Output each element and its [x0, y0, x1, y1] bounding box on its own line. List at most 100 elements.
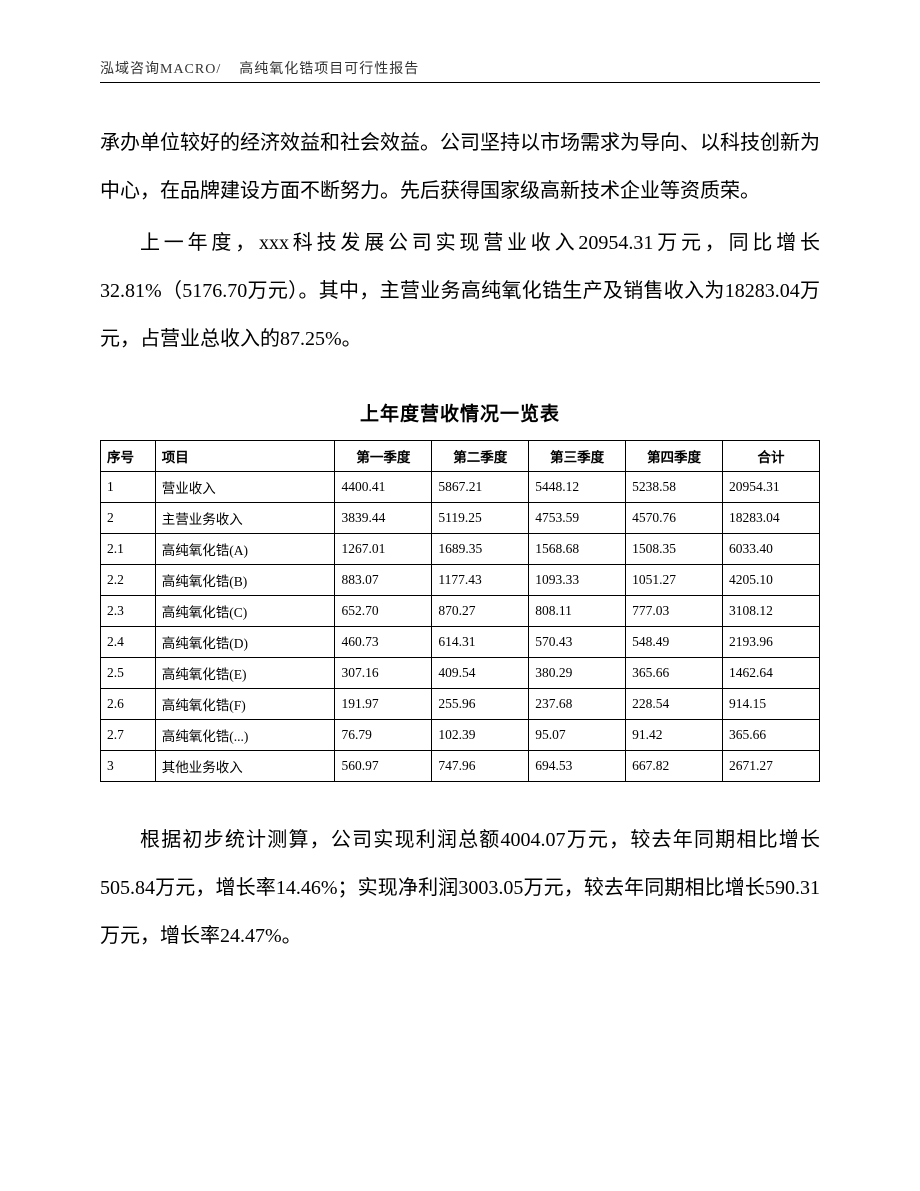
revenue-table: 序号 项目 第一季度 第二季度 第三季度 第四季度 合计 1营业收入4400.4… [100, 440, 820, 782]
cell-total: 2193.96 [723, 627, 820, 658]
cell-seq: 2.7 [101, 720, 156, 751]
cell-q4: 1051.27 [626, 565, 723, 596]
table-row: 2.6高纯氧化锆(F)191.97255.96237.68228.54914.1… [101, 689, 820, 720]
cell-q3: 1568.68 [529, 534, 626, 565]
table-row: 2.2高纯氧化锆(B)883.071177.431093.331051.2742… [101, 565, 820, 596]
cell-seq: 2.2 [101, 565, 156, 596]
cell-q2: 409.54 [432, 658, 529, 689]
table-row: 3其他业务收入560.97747.96694.53667.822671.27 [101, 751, 820, 782]
cell-q3: 4753.59 [529, 503, 626, 534]
cell-q3: 5448.12 [529, 472, 626, 503]
table-title: 上年度营收情况一览表 [100, 399, 820, 426]
cell-item: 高纯氧化锆(E) [155, 658, 335, 689]
cell-seq: 2.1 [101, 534, 156, 565]
cell-q3: 808.11 [529, 596, 626, 627]
cell-q1: 307.16 [335, 658, 432, 689]
cell-seq: 2.4 [101, 627, 156, 658]
header-rule [100, 82, 820, 83]
page-header: 泓域咨询MACRO/ 高纯氧化锆项目可行性报告 [100, 58, 820, 78]
cell-q4: 228.54 [626, 689, 723, 720]
cell-q2: 747.96 [432, 751, 529, 782]
cell-q2: 614.31 [432, 627, 529, 658]
cell-q4: 548.49 [626, 627, 723, 658]
table-row: 2.4高纯氧化锆(D)460.73614.31570.43548.492193.… [101, 627, 820, 658]
cell-q1: 191.97 [335, 689, 432, 720]
cell-total: 2671.27 [723, 751, 820, 782]
cell-q4: 5238.58 [626, 472, 723, 503]
table-row: 2.5高纯氧化锆(E)307.16409.54380.29365.661462.… [101, 658, 820, 689]
col-q3: 第三季度 [529, 441, 626, 472]
table-head: 序号 项目 第一季度 第二季度 第三季度 第四季度 合计 [101, 441, 820, 472]
cell-item: 高纯氧化锆(B) [155, 565, 335, 596]
cell-q4: 4570.76 [626, 503, 723, 534]
cell-item: 高纯氧化锆(D) [155, 627, 335, 658]
cell-item: 高纯氧化锆(C) [155, 596, 335, 627]
cell-item: 营业收入 [155, 472, 335, 503]
col-seq: 序号 [101, 441, 156, 472]
cell-seq: 2 [101, 503, 156, 534]
cell-q4: 1508.35 [626, 534, 723, 565]
col-q1: 第一季度 [335, 441, 432, 472]
cell-total: 914.15 [723, 689, 820, 720]
cell-q4: 91.42 [626, 720, 723, 751]
cell-q3: 1093.33 [529, 565, 626, 596]
cell-q4: 365.66 [626, 658, 723, 689]
cell-q2: 1689.35 [432, 534, 529, 565]
cell-q3: 95.07 [529, 720, 626, 751]
cell-q3: 570.43 [529, 627, 626, 658]
cell-seq: 2.6 [101, 689, 156, 720]
cell-total: 1462.64 [723, 658, 820, 689]
table-header-row: 序号 项目 第一季度 第二季度 第三季度 第四季度 合计 [101, 441, 820, 472]
document-page: 泓域咨询MACRO/ 高纯氧化锆项目可行性报告 承办单位较好的经济效益和社会效益… [0, 0, 920, 1191]
cell-total: 3108.12 [723, 596, 820, 627]
cell-seq: 2.3 [101, 596, 156, 627]
cell-q1: 883.07 [335, 565, 432, 596]
table-row: 1营业收入4400.415867.215448.125238.5820954.3… [101, 472, 820, 503]
header-left: 泓域咨询MACRO/ [100, 62, 221, 77]
cell-q2: 1177.43 [432, 565, 529, 596]
cell-q4: 667.82 [626, 751, 723, 782]
cell-q2: 5867.21 [432, 472, 529, 503]
col-q4: 第四季度 [626, 441, 723, 472]
cell-item: 高纯氧化锆(...) [155, 720, 335, 751]
cell-total: 365.66 [723, 720, 820, 751]
paragraph-2: 上一年度，xxx科技发展公司实现营业收入20954.31万元，同比增长32.81… [100, 219, 820, 363]
paragraph-1: 承办单位较好的经济效益和社会效益。公司坚持以市场需求为导向、以科技创新为中心，在… [100, 119, 820, 215]
cell-q2: 102.39 [432, 720, 529, 751]
cell-total: 6033.40 [723, 534, 820, 565]
cell-item: 高纯氧化锆(F) [155, 689, 335, 720]
cell-item: 其他业务收入 [155, 751, 335, 782]
col-total: 合计 [723, 441, 820, 472]
cell-q1: 1267.01 [335, 534, 432, 565]
cell-q1: 460.73 [335, 627, 432, 658]
cell-total: 18283.04 [723, 503, 820, 534]
cell-q1: 3839.44 [335, 503, 432, 534]
cell-q3: 237.68 [529, 689, 626, 720]
cell-total: 4205.10 [723, 565, 820, 596]
col-q2: 第二季度 [432, 441, 529, 472]
cell-q2: 5119.25 [432, 503, 529, 534]
cell-q1: 76.79 [335, 720, 432, 751]
cell-item: 高纯氧化锆(A) [155, 534, 335, 565]
cell-q1: 560.97 [335, 751, 432, 782]
col-item: 项目 [155, 441, 335, 472]
cell-seq: 1 [101, 472, 156, 503]
cell-q1: 4400.41 [335, 472, 432, 503]
cell-q2: 255.96 [432, 689, 529, 720]
cell-item: 主营业务收入 [155, 503, 335, 534]
cell-total: 20954.31 [723, 472, 820, 503]
header-right: 高纯氧化锆项目可行性报告 [239, 62, 419, 77]
cell-q4: 777.03 [626, 596, 723, 627]
cell-q2: 870.27 [432, 596, 529, 627]
cell-seq: 3 [101, 751, 156, 782]
cell-q3: 694.53 [529, 751, 626, 782]
table-row: 2.1高纯氧化锆(A)1267.011689.351568.681508.356… [101, 534, 820, 565]
cell-q1: 652.70 [335, 596, 432, 627]
paragraph-3: 根据初步统计测算，公司实现利润总额4004.07万元，较去年同期相比增长505.… [100, 816, 820, 960]
cell-seq: 2.5 [101, 658, 156, 689]
table-row: 2.7高纯氧化锆(...)76.79102.3995.0791.42365.66 [101, 720, 820, 751]
table-body: 1营业收入4400.415867.215448.125238.5820954.3… [101, 472, 820, 782]
table-row: 2.3高纯氧化锆(C)652.70870.27808.11777.033108.… [101, 596, 820, 627]
table-row: 2主营业务收入3839.445119.254753.594570.7618283… [101, 503, 820, 534]
cell-q3: 380.29 [529, 658, 626, 689]
